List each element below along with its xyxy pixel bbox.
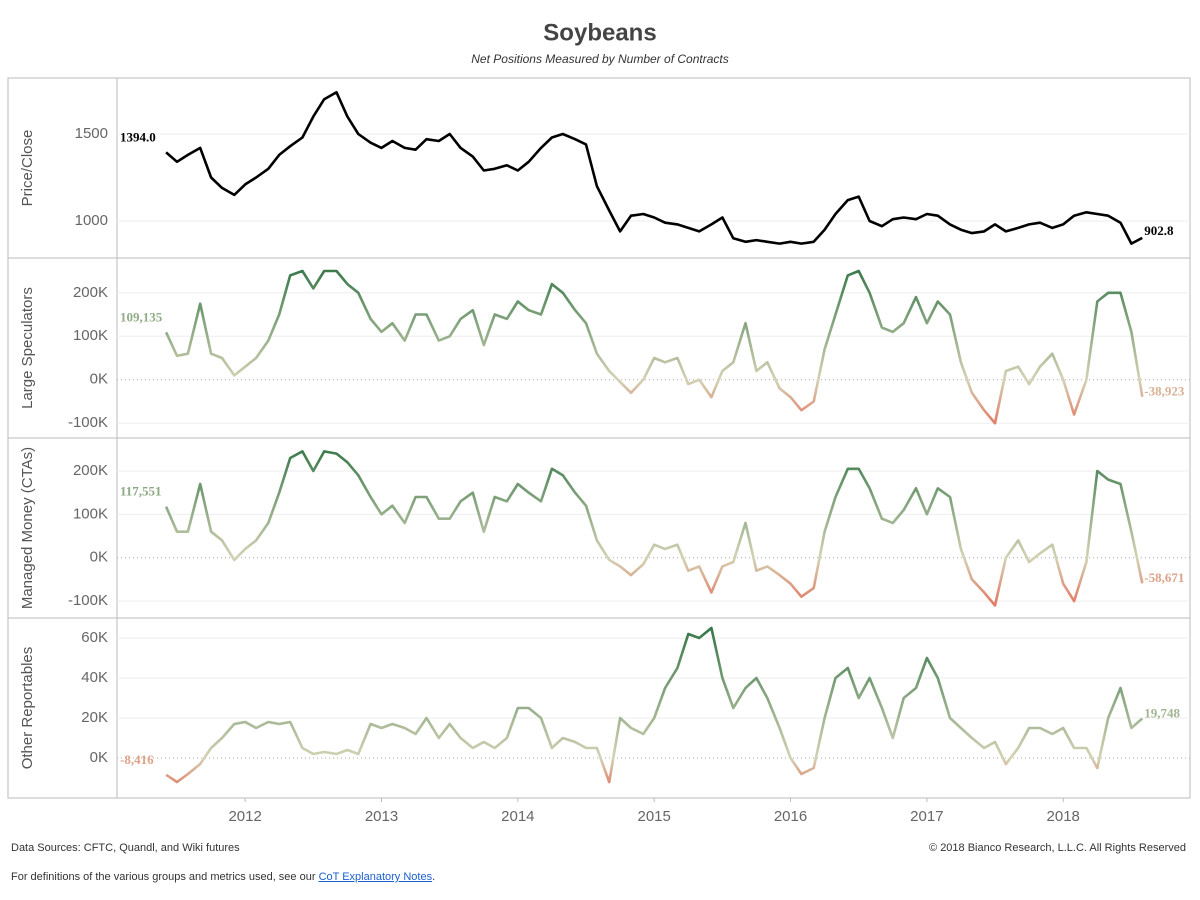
data-label: -58,671	[1144, 570, 1184, 585]
x-tick-label: 2015	[637, 808, 670, 825]
x-tick-label: 2012	[228, 808, 261, 825]
x-tick-label: 2013	[365, 808, 398, 825]
chart-subtitle: Net Positions Measured by Number of Cont…	[471, 52, 728, 66]
y-tick-label: 1000	[75, 212, 108, 229]
y-tick-label: 20K	[81, 709, 108, 726]
x-tick-label: 2016	[774, 808, 807, 825]
y-tick-label: 0K	[90, 749, 108, 766]
y-tick-label: 200K	[73, 462, 108, 479]
x-tick-label: 2018	[1047, 808, 1080, 825]
data-label: -8,416	[120, 752, 154, 767]
y-tick-label: 100K	[73, 327, 108, 344]
y-axis-label: Managed Money (CTAs)	[19, 446, 36, 610]
note-end: .	[432, 871, 436, 883]
series-line	[165, 626, 1144, 784]
data-label: 19,748	[1144, 705, 1180, 720]
y-tick-label: -100K	[68, 592, 108, 609]
data-label: 902.8	[1144, 223, 1174, 238]
y-tick-label: 200K	[73, 284, 108, 301]
y-tick-label: 1500	[75, 125, 108, 142]
sources: Data Sources: CFTC, Quandl, and Wiki fut…	[11, 842, 240, 854]
x-tick-label: 2017	[910, 808, 943, 825]
series-line	[165, 91, 1143, 245]
series-line	[164, 450, 1144, 607]
copyright: © 2018 Bianco Research, L.L.C. All Right…	[929, 842, 1186, 854]
data-label: 1394.0	[120, 129, 156, 144]
data-label: 109,135	[120, 309, 163, 324]
y-axis-label: Price/Close	[19, 129, 36, 207]
y-tick-label: -100K	[68, 414, 108, 431]
y-axis-label: Large Speculators	[19, 287, 36, 409]
series-line	[164, 269, 1144, 425]
y-tick-label: 100K	[73, 505, 108, 522]
note-text: For definitions of the various groups an…	[11, 871, 316, 883]
x-tick-label: 2014	[501, 808, 534, 825]
y-tick-label: 0K	[90, 549, 108, 566]
notes-link[interactable]: CoT Explanatory Notes	[318, 871, 433, 883]
y-tick-label: 60K	[81, 629, 108, 646]
data-label: -38,923	[1144, 384, 1185, 399]
note: For definitions of the various groups an…	[11, 871, 435, 883]
y-axis-label: Other Reportables	[19, 646, 36, 770]
data-label: 117,551	[120, 484, 162, 499]
y-tick-label: 40K	[81, 669, 108, 686]
y-tick-label: 0K	[90, 371, 108, 388]
chart-title: Soybeans	[543, 19, 656, 46]
